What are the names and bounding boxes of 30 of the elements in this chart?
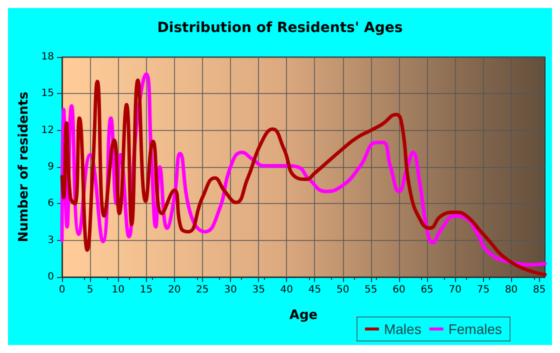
y-tick-label: 15 — [41, 88, 54, 100]
chart-title: Distribution of Residents' Ages — [157, 20, 403, 36]
x-tick-label: 65 — [420, 284, 434, 296]
y-tick-label: 18 — [41, 52, 54, 62]
x-tick-label: 30 — [224, 284, 237, 296]
x-tick-label: 5 — [86, 284, 94, 296]
x-tick-label: 60 — [392, 284, 406, 296]
x-tick-label: 25 — [196, 284, 209, 296]
y-tick-label: 12 — [41, 124, 54, 136]
x-tick-label: 10 — [112, 284, 125, 296]
x-tick-label: 20 — [168, 284, 181, 296]
y-tick-label: 6 — [48, 198, 54, 210]
x-tick-label: 15 — [140, 284, 153, 296]
x-tick-label: 70 — [448, 284, 462, 296]
x-tick-label: 75 — [476, 284, 490, 296]
legend-label: Females — [448, 321, 502, 337]
y-axis-title: Number of residents — [16, 91, 32, 242]
x-tick-label: 45 — [308, 284, 322, 296]
y-tick-label: 0 — [48, 272, 54, 282]
y-tick-label: 3 — [48, 234, 54, 246]
legend-label: Males — [384, 321, 422, 337]
x-tick-label: 50 — [336, 284, 350, 296]
x-tick-label: 0 — [58, 284, 66, 296]
y-tick-label: 9 — [48, 162, 54, 172]
x-tick-label: 35 — [252, 284, 265, 296]
x-tick-label: 85 — [533, 284, 546, 296]
x-axis-title: Age — [289, 308, 318, 323]
x-tick-label: 80 — [504, 284, 518, 296]
x-tick-label: 40 — [280, 284, 294, 296]
x-tick-label: 55 — [364, 284, 378, 296]
